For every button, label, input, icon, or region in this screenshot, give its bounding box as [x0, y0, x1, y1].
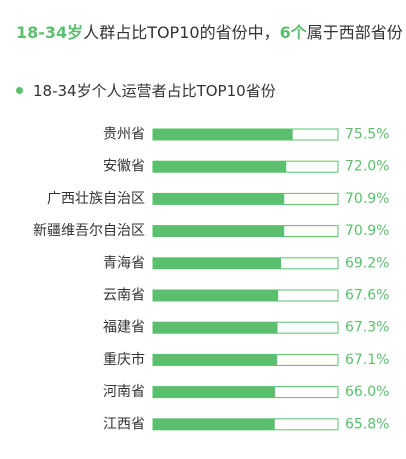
- headline-count: 6个: [279, 23, 307, 42]
- bar: [153, 161, 287, 173]
- bar-row: 福建省 67.3%: [103, 320, 389, 336]
- category-label: 江西省: [103, 416, 145, 432]
- value-label: 67.3%: [345, 320, 389, 336]
- bar: [153, 386, 276, 398]
- bar-row: 青海省 69.2%: [103, 255, 389, 271]
- category-label: 安徽省: [103, 159, 145, 175]
- category-label: 广西壮族自治区: [47, 191, 145, 207]
- bar: [153, 322, 278, 334]
- bar: [153, 354, 278, 366]
- category-label: 重庆市: [103, 351, 145, 368]
- category-label: 云南省: [103, 288, 145, 304]
- bar: [153, 129, 293, 140]
- chart-title-row: 18-34岁个人运营者占比TOP10省份: [16, 76, 276, 104]
- bar-row: 重庆市 67.1%: [103, 351, 389, 368]
- headline-middle-text: 人群占比TOP10的省份中，: [83, 23, 280, 42]
- value-label: 69.2%: [345, 255, 389, 271]
- bar-row: 贵州省 75.5%: [103, 127, 389, 143]
- bar: [153, 290, 279, 301]
- headline-age-range: 18-34岁: [16, 23, 84, 42]
- value-label: 65.8%: [345, 416, 389, 432]
- headline-tail-text: 属于西部省份: [306, 23, 403, 42]
- bar-row: 云南省 67.6%: [103, 288, 389, 304]
- value-label: 66.0%: [345, 384, 389, 400]
- value-label: 70.9%: [345, 223, 389, 239]
- bar: [153, 193, 285, 205]
- chart-title: 18-34岁个人运营者占比TOP10省份: [33, 81, 276, 100]
- headline: 18-34岁人群占比TOP10的省份中，6个属于西部省份: [16, 18, 403, 48]
- value-label: 72.0%: [345, 159, 389, 175]
- bar-row: 新疆维吾尔自治区 70.9%: [33, 223, 389, 239]
- category-label: 福建省: [103, 320, 145, 336]
- bar: [153, 418, 275, 430]
- bar-row: 安徽省 72.0%: [103, 159, 389, 175]
- value-label: 70.9%: [345, 191, 389, 207]
- value-label: 75.5%: [345, 127, 389, 143]
- category-label: 新疆维吾尔自治区: [33, 223, 145, 239]
- bar-row: 广西壮族自治区 70.9%: [47, 191, 389, 207]
- bullet-dot-icon: [16, 86, 23, 94]
- value-label: 67.6%: [345, 288, 389, 304]
- category-label: 河南省: [103, 384, 145, 400]
- category-label: 贵州省: [103, 127, 145, 143]
- bar: [153, 257, 282, 269]
- value-label: 67.1%: [345, 352, 389, 368]
- bar-row: 河南省 66.0%: [103, 384, 389, 400]
- bar-row: 江西省 65.8%: [103, 416, 389, 432]
- category-label: 青海省: [103, 255, 145, 271]
- bar: [153, 225, 285, 237]
